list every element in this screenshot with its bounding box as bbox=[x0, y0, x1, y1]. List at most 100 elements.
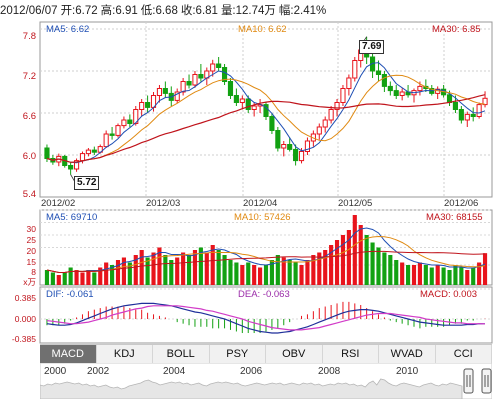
volume-bar bbox=[482, 253, 488, 285]
candle bbox=[204, 67, 210, 85]
candle bbox=[399, 88, 405, 101]
candle-body bbox=[293, 148, 299, 162]
timeline-right-handle[interactable] bbox=[481, 368, 492, 394]
volume-bar bbox=[400, 262, 405, 285]
price-ma30-label: MA30: 6.85 bbox=[432, 24, 481, 35]
candle bbox=[352, 57, 358, 82]
candle-body bbox=[156, 88, 163, 96]
timeline-year: 2000 bbox=[44, 366, 67, 377]
candle bbox=[346, 74, 352, 96]
volume-ma10-line bbox=[46, 235, 486, 273]
volume-bar bbox=[364, 235, 369, 285]
volume-bar bbox=[423, 265, 428, 285]
timeline-overview[interactable] bbox=[40, 363, 492, 399]
volume-bar bbox=[287, 260, 292, 285]
timeline-year: 2006 bbox=[240, 366, 263, 377]
candle bbox=[304, 137, 311, 155]
price-ma30-line bbox=[46, 94, 486, 163]
volume-bar bbox=[210, 245, 215, 285]
volume-bar bbox=[305, 260, 310, 285]
candle-body bbox=[145, 102, 151, 108]
candle-body bbox=[346, 77, 352, 89]
candle bbox=[470, 107, 476, 122]
candle-body bbox=[298, 151, 305, 162]
volume-bar bbox=[293, 262, 298, 285]
volume-label: 量: bbox=[220, 5, 236, 17]
candle bbox=[381, 71, 387, 92]
high-value: 6.91 bbox=[115, 5, 138, 17]
tab-rsi[interactable]: RSI bbox=[323, 345, 379, 363]
candle-body bbox=[304, 140, 311, 152]
candle bbox=[139, 99, 145, 117]
candle-body bbox=[127, 119, 133, 124]
candle-body bbox=[269, 116, 275, 131]
candle-body bbox=[227, 81, 234, 96]
volume-bar bbox=[382, 252, 387, 285]
volume-bar bbox=[74, 270, 79, 285]
candle bbox=[281, 141, 287, 157]
volume-y-tick: 15 bbox=[26, 257, 36, 267]
price-x-tick: 2012/05 bbox=[338, 198, 373, 209]
volume-bar bbox=[240, 265, 245, 285]
volume-ma5-label: MA5: 69710 bbox=[46, 212, 98, 223]
candle-body bbox=[73, 160, 80, 170]
price-frame bbox=[39, 21, 493, 198]
change-value: 2.41% bbox=[293, 5, 327, 17]
tab-obv[interactable]: OBV bbox=[266, 345, 323, 363]
high-price-callout: 7.69 bbox=[359, 40, 385, 54]
volume-bar bbox=[370, 242, 375, 285]
candle-body bbox=[180, 81, 186, 93]
volume-bar bbox=[62, 272, 67, 285]
volume-bar bbox=[216, 250, 221, 285]
volume-bar bbox=[358, 225, 363, 285]
candle-body bbox=[417, 85, 423, 92]
candle bbox=[192, 71, 198, 88]
volume-bar bbox=[68, 267, 73, 285]
volume-bar bbox=[222, 255, 227, 285]
tab-cci[interactable]: CCI bbox=[436, 345, 492, 363]
candle-body bbox=[470, 113, 476, 118]
tab-boll[interactable]: BOLL bbox=[153, 345, 210, 363]
candle bbox=[103, 130, 109, 148]
timeline-left-handle[interactable] bbox=[463, 368, 474, 394]
tab-wvad[interactable]: WVAD bbox=[379, 345, 436, 363]
volume-y-tick: 30 bbox=[26, 224, 36, 234]
macd-y-tick: -0.385 bbox=[11, 334, 36, 344]
price-y-tick: 6.6 bbox=[22, 111, 36, 122]
candle-body bbox=[121, 119, 127, 127]
volume-bar bbox=[459, 267, 464, 285]
volume-bar bbox=[406, 265, 411, 285]
candle bbox=[221, 64, 228, 85]
volume-y-tick: 20 bbox=[26, 246, 36, 256]
volume-bar bbox=[204, 252, 209, 285]
candle bbox=[458, 106, 464, 124]
candle-body bbox=[115, 125, 121, 136]
candle bbox=[156, 85, 163, 103]
tab-kdj[interactable]: KDJ bbox=[97, 345, 153, 363]
volume-ma30-label: MA30: 68155 bbox=[426, 212, 483, 223]
volume-bar bbox=[151, 252, 156, 285]
volume-bar bbox=[317, 252, 322, 285]
candle bbox=[186, 74, 192, 89]
candle-body bbox=[139, 102, 145, 110]
candle bbox=[316, 123, 322, 140]
quote-date: 2012/06/07 bbox=[0, 5, 58, 17]
candle-body bbox=[375, 70, 382, 75]
price-x-tick: 2012/06 bbox=[444, 198, 479, 209]
candle-body bbox=[251, 105, 257, 110]
tab-psy[interactable]: PSY bbox=[210, 345, 266, 363]
candle bbox=[287, 137, 293, 152]
volume-bar bbox=[198, 247, 203, 285]
volume-bar bbox=[115, 260, 121, 285]
price-y-tick: 6.0 bbox=[22, 151, 36, 162]
high-label: 高: bbox=[100, 5, 116, 17]
candle bbox=[257, 99, 263, 113]
volume-y-tick: 25 bbox=[26, 235, 36, 245]
candle bbox=[322, 116, 328, 133]
candle bbox=[73, 158, 80, 172]
tab-macd[interactable]: MACD bbox=[40, 345, 97, 363]
macd-frame bbox=[39, 286, 493, 344]
stock-chart[interactable] bbox=[0, 0, 494, 345]
volume-bar bbox=[263, 265, 269, 285]
macd-dea-line bbox=[46, 305, 486, 331]
